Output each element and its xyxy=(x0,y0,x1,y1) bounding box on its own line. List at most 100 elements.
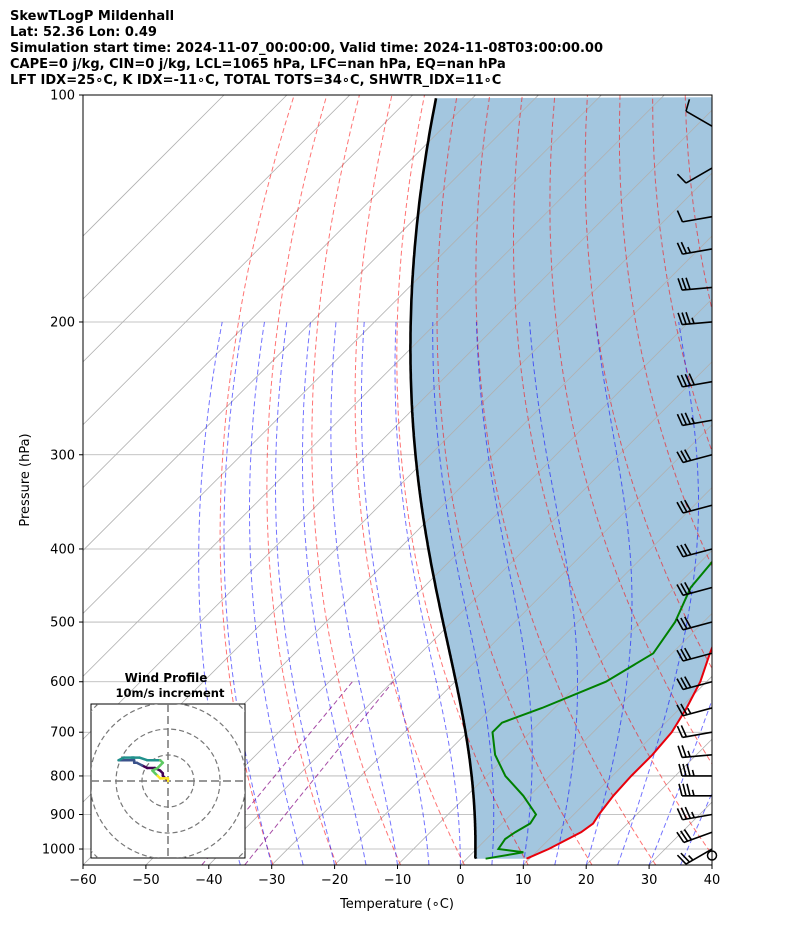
barb-feather xyxy=(680,544,688,557)
dry-adiabat xyxy=(354,95,465,865)
isotherm xyxy=(145,298,712,865)
barb-feather xyxy=(676,451,684,463)
moist-adiabat xyxy=(648,698,712,865)
isotherm xyxy=(83,95,288,300)
y-tick-label: 500 xyxy=(50,616,75,631)
moist-adiabat xyxy=(249,321,304,865)
barb-feather xyxy=(685,277,691,290)
isotherm xyxy=(334,487,712,865)
barb-feather xyxy=(681,745,687,758)
wind-barb xyxy=(676,167,713,184)
barb-feather xyxy=(680,450,688,462)
barb-feather xyxy=(682,783,687,796)
barb-half-feather xyxy=(691,317,695,324)
barb-feather xyxy=(684,373,692,386)
wind-barb xyxy=(676,616,713,631)
wind-barb xyxy=(676,412,713,427)
moist-adiabat xyxy=(275,321,336,865)
barb-feather xyxy=(677,745,683,758)
hodograph-title: Wind Profile xyxy=(125,671,208,685)
barb-shaft xyxy=(682,548,713,558)
barb-feather xyxy=(678,783,683,796)
barb-feather xyxy=(680,677,688,689)
moist-adiabat xyxy=(223,321,273,865)
profiles xyxy=(409,98,712,860)
y-tick-label: 100 xyxy=(50,89,75,104)
barb-feather xyxy=(681,312,687,325)
barb-feather xyxy=(684,582,692,594)
barb-shaft xyxy=(682,813,713,821)
wind-barb xyxy=(676,806,713,821)
barb-shaft xyxy=(685,167,713,184)
barb-shaft xyxy=(682,754,713,759)
barb-feather xyxy=(684,499,692,512)
wind-barb xyxy=(676,676,713,691)
barb-shaft xyxy=(682,707,713,717)
x-tick-label: −20 xyxy=(321,873,348,888)
barb-feather xyxy=(685,311,691,325)
barb-shaft xyxy=(682,321,713,326)
temperature-profile-line xyxy=(526,645,712,860)
barb-feather xyxy=(677,312,683,325)
barb-feather xyxy=(684,676,692,688)
barb-feather xyxy=(680,413,688,426)
isotherm xyxy=(271,424,712,865)
dry-adiabat xyxy=(750,95,794,865)
index-line: LFT IDX=25∘C, K IDX=-11∘C, TOTAL TOTS=34… xyxy=(10,73,502,88)
barb-feather xyxy=(680,374,688,387)
barb-shaft xyxy=(682,286,713,291)
y-tick-label: 800 xyxy=(50,769,75,784)
x-tick-label: −40 xyxy=(195,873,222,888)
x-tick-label: −60 xyxy=(69,873,96,888)
y-tick-label: 400 xyxy=(50,542,75,557)
barb-feather xyxy=(680,241,688,254)
wind-barb xyxy=(678,763,712,777)
isotherm xyxy=(460,612,712,865)
cape-shaded-area xyxy=(410,97,712,859)
barb-feather xyxy=(678,763,683,777)
wind-barb xyxy=(676,543,713,558)
x-tick-label: −30 xyxy=(258,873,285,888)
hodograph: Wind Profile 10m/s increment xyxy=(90,671,246,859)
moist-adiabat xyxy=(361,321,430,865)
barb-feather xyxy=(676,584,684,596)
barb-feather xyxy=(679,830,689,842)
barb-feather xyxy=(681,277,687,291)
barb-shaft xyxy=(682,504,713,514)
moist-adiabat xyxy=(432,321,495,865)
barb-half-feather xyxy=(691,417,696,424)
mixing-ratio-line xyxy=(244,681,394,865)
y-tick-label: 200 xyxy=(50,315,75,330)
barb-feather xyxy=(686,763,691,777)
barb-feather xyxy=(676,678,684,690)
barb-feather xyxy=(676,725,684,738)
barb-feather xyxy=(676,649,684,662)
dry-adiabat xyxy=(584,95,712,670)
barb-shaft xyxy=(682,680,713,691)
barb-shaft xyxy=(682,380,713,388)
x-axis-label: Temperature (∘C) xyxy=(339,897,454,912)
barb-feather xyxy=(676,854,687,865)
moist-adiabat xyxy=(330,321,398,865)
barb-feather xyxy=(684,449,692,461)
barb-shaft xyxy=(682,731,713,739)
wind-barb xyxy=(678,783,712,797)
barb-half-feather xyxy=(691,811,696,818)
location-line: Lat: 52.36 Lon: 0.49 xyxy=(10,25,157,40)
barb-feather xyxy=(683,829,692,841)
barb-half-feather xyxy=(691,769,695,777)
wind-barb xyxy=(676,499,713,514)
hodograph-subtitle: 10m/s increment xyxy=(116,686,225,700)
barb-shaft xyxy=(685,848,713,865)
wind-barb xyxy=(676,848,713,865)
x-tick-label: 10 xyxy=(515,873,532,888)
y-tick-label: 1000 xyxy=(42,843,75,858)
x-tick-label: 20 xyxy=(578,873,595,888)
moist-adiabat xyxy=(680,792,712,865)
x-tick-label: −50 xyxy=(132,873,159,888)
barb-feather xyxy=(676,210,684,223)
barb-feather xyxy=(680,500,688,513)
y-tick-label: 900 xyxy=(50,808,75,823)
barb-half-feather xyxy=(687,750,691,757)
